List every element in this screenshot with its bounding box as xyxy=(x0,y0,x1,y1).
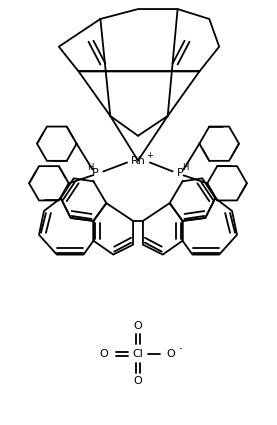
Text: P: P xyxy=(92,168,99,178)
Text: P: P xyxy=(177,168,184,178)
Text: Rh: Rh xyxy=(130,156,145,165)
Text: O: O xyxy=(166,348,175,359)
Text: O: O xyxy=(99,348,108,359)
Text: ·: · xyxy=(179,343,183,356)
Text: O: O xyxy=(134,321,142,331)
Text: H: H xyxy=(87,163,94,172)
Text: O: O xyxy=(134,376,142,386)
Text: +: + xyxy=(147,151,153,160)
Text: H: H xyxy=(182,163,189,172)
Text: Cl: Cl xyxy=(133,348,143,359)
